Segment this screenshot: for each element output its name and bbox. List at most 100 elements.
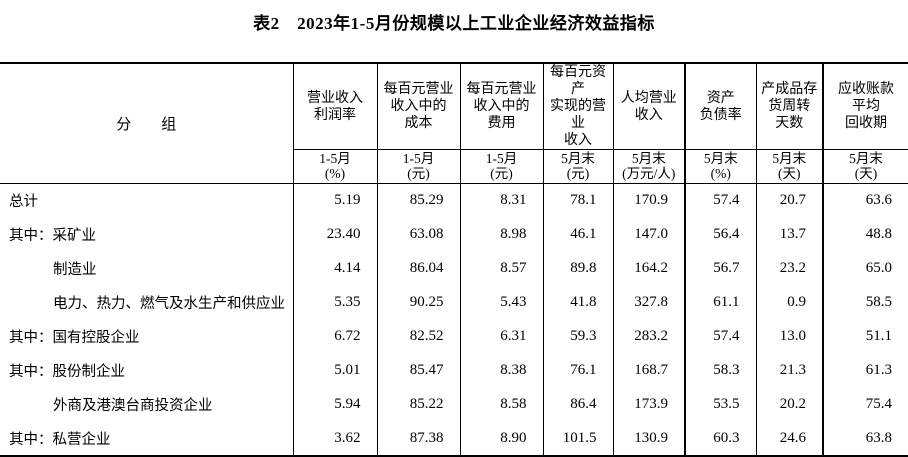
value-cell: 0.9 bbox=[755, 285, 823, 320]
period-expense-per-100: 1-5月 (元) bbox=[459, 149, 543, 184]
table-header: 分 组 营业收入 利润率 每百元营业 收入中的 成本 每百元营业 收入中的 费用… bbox=[0, 63, 908, 184]
value-cell: 53.5 bbox=[684, 387, 756, 422]
value-cell: 58.5 bbox=[822, 285, 908, 320]
value-cell: 57.4 bbox=[684, 183, 756, 218]
value-cell: 5.19 bbox=[292, 183, 377, 218]
value-cell: 130.9 bbox=[612, 421, 685, 456]
value-cell: 5.94 bbox=[292, 387, 377, 422]
header-title-row: 分 组 营业收入 利润率 每百元营业 收入中的 成本 每百元营业 收入中的 费用… bbox=[0, 63, 908, 184]
value-cell: 8.57 bbox=[459, 251, 543, 286]
value-cell: 168.7 bbox=[612, 353, 685, 388]
value-cell: 76.1 bbox=[542, 353, 613, 388]
table-row-private: 其中：私营企业 3.62 87.38 8.90 101.5 130.9 60.3… bbox=[0, 421, 908, 456]
table-title: 表2 2023年1-5月份规模以上工业企业经济效益指标 bbox=[253, 14, 655, 33]
column-header-expense-per-100: 每百元营业 收入中的 费用 bbox=[459, 63, 543, 150]
table-row-state-holding: 其中：国有控股企业 6.72 82.52 6.31 59.3 283.2 57.… bbox=[0, 319, 908, 354]
value-cell: 59.3 bbox=[542, 319, 613, 354]
value-cell: 21.3 bbox=[755, 353, 823, 388]
period-revenue-per-capita: 5月末 (万元/人) bbox=[612, 149, 685, 184]
value-cell: 13.7 bbox=[755, 217, 823, 252]
row-label: 其中：国有控股企业 bbox=[9, 330, 140, 346]
value-cell: 20.7 bbox=[755, 183, 823, 218]
value-cell: 147.0 bbox=[612, 217, 685, 252]
period-profit-margin: 1-5月 (%) bbox=[292, 149, 377, 184]
table-row-foreign-invested: 外商及港澳台商投资企业 5.94 85.22 8.58 86.4 173.9 5… bbox=[0, 387, 908, 422]
value-cell: 85.22 bbox=[376, 387, 460, 422]
value-cell: 5.43 bbox=[459, 285, 543, 320]
value-cell: 85.47 bbox=[376, 353, 460, 388]
value-cell: 87.38 bbox=[376, 421, 460, 456]
value-cell: 164.2 bbox=[612, 251, 685, 286]
value-cell: 327.8 bbox=[612, 285, 685, 320]
value-cell: 8.58 bbox=[459, 387, 543, 422]
value-cell: 63.8 bbox=[822, 421, 908, 456]
table-body: 总计 5.19 85.29 8.31 78.1 170.9 57.4 20.7 … bbox=[0, 183, 908, 456]
row-label: 其中：采矿业 bbox=[9, 228, 96, 244]
value-cell: 8.38 bbox=[459, 353, 543, 388]
stats-table: 分 组 营业收入 利润率 每百元营业 收入中的 成本 每百元营业 收入中的 费用… bbox=[0, 62, 908, 457]
table-row-shareholding: 其中：股份制企业 5.01 85.47 8.38 76.1 168.7 58.3… bbox=[0, 353, 908, 388]
value-cell: 57.4 bbox=[684, 319, 756, 354]
value-cell: 56.4 bbox=[684, 217, 756, 252]
value-cell: 8.31 bbox=[459, 183, 543, 218]
column-header-revenue-per-asset: 每百元资产 实现的营业 收入 bbox=[542, 63, 613, 150]
row-label: 电力、热力、燃气及水生产和供应业 bbox=[53, 296, 285, 312]
column-header-debt-ratio: 资产 负债率 bbox=[684, 63, 756, 150]
value-cell: 6.31 bbox=[459, 319, 543, 354]
value-cell: 56.7 bbox=[684, 251, 756, 286]
period-inventory-turnover: 5月末 (天) bbox=[755, 149, 823, 184]
value-cell: 170.9 bbox=[612, 183, 685, 218]
column-header-revenue-per-capita: 人均营业 收入 bbox=[612, 63, 685, 150]
value-cell: 46.1 bbox=[542, 217, 613, 252]
value-cell: 8.98 bbox=[459, 217, 543, 252]
value-cell: 283.2 bbox=[612, 319, 685, 354]
value-cell: 23.40 bbox=[292, 217, 377, 252]
table-row-mining: 其中：采矿业 23.40 63.08 8.98 46.1 147.0 56.4 … bbox=[0, 217, 908, 252]
row-label: 制造业 bbox=[53, 262, 97, 278]
value-cell: 4.14 bbox=[292, 251, 377, 286]
period-revenue-per-asset: 5月末 (元) bbox=[542, 149, 613, 184]
value-cell: 90.25 bbox=[376, 285, 460, 320]
value-cell: 5.01 bbox=[292, 353, 377, 388]
value-cell: 86.04 bbox=[376, 251, 460, 286]
row-label: 外商及港澳台商投资企业 bbox=[53, 398, 213, 414]
value-cell: 8.90 bbox=[459, 421, 543, 456]
value-cell: 82.52 bbox=[376, 319, 460, 354]
value-cell: 6.72 bbox=[292, 319, 377, 354]
value-cell: 3.62 bbox=[292, 421, 377, 456]
value-cell: 60.3 bbox=[684, 421, 756, 456]
value-cell: 5.35 bbox=[292, 285, 377, 320]
table-row-utilities: 电力、热力、燃气及水生产和供应业 5.35 90.25 5.43 41.8 32… bbox=[0, 285, 908, 320]
row-label: 其中：私营企业 bbox=[9, 431, 111, 448]
value-cell: 13.0 bbox=[755, 319, 823, 354]
value-cell: 23.2 bbox=[755, 251, 823, 286]
value-cell: 20.2 bbox=[755, 387, 823, 422]
column-header-cost-per-100: 每百元营业 收入中的 成本 bbox=[376, 63, 460, 150]
value-cell: 78.1 bbox=[542, 183, 613, 218]
value-cell: 63.08 bbox=[376, 217, 460, 252]
value-cell: 41.8 bbox=[542, 285, 613, 320]
value-cell: 173.9 bbox=[612, 387, 685, 422]
value-cell: 63.6 bbox=[822, 183, 908, 218]
value-cell: 89.8 bbox=[542, 251, 613, 286]
column-header-receivables-period: 应收账款 平均 回收期 bbox=[822, 63, 908, 150]
value-cell: 101.5 bbox=[542, 421, 613, 456]
period-receivables-period: 5月末 (天) bbox=[822, 149, 908, 184]
header-period-row: 1-5月 (%) 1-5月 (元) 1-5月 (元) 5月末 (元) 5月末 (… bbox=[0, 149, 908, 184]
value-cell: 48.8 bbox=[822, 217, 908, 252]
value-cell: 61.1 bbox=[684, 285, 756, 320]
table-row-total: 总计 5.19 85.29 8.31 78.1 170.9 57.4 20.7 … bbox=[0, 183, 908, 218]
row-label: 总计 bbox=[9, 194, 38, 211]
value-cell: 86.4 bbox=[542, 387, 613, 422]
row-label: 其中：股份制企业 bbox=[9, 364, 125, 380]
column-header-profit-margin: 营业收入 利润率 bbox=[292, 63, 377, 150]
table-row-manufacturing: 制造业 4.14 86.04 8.57 89.8 164.2 56.7 23.2… bbox=[0, 251, 908, 286]
value-cell: 85.29 bbox=[376, 183, 460, 218]
value-cell: 75.4 bbox=[822, 387, 908, 422]
value-cell: 65.0 bbox=[822, 251, 908, 286]
period-cost-per-100: 1-5月 (元) bbox=[376, 149, 460, 184]
period-debt-ratio: 5月末 (%) bbox=[684, 149, 756, 184]
column-header-group: 分 组 bbox=[0, 63, 293, 184]
column-header-inventory-turnover: 产成品存 货周转 天数 bbox=[755, 63, 823, 150]
value-cell: 58.3 bbox=[684, 353, 756, 388]
